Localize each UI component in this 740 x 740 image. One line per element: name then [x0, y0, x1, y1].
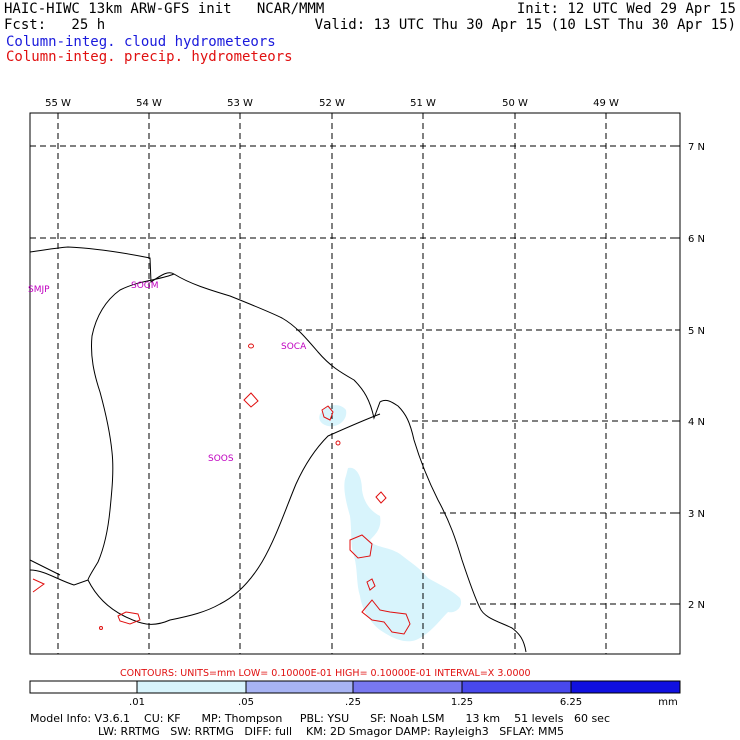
lat-label: 7 N: [688, 142, 705, 153]
colorbar-swatch: [246, 681, 353, 693]
latitude-gridlines: [30, 145, 680, 605]
colorbar-tick: .25: [345, 697, 361, 708]
lat-label: 5 N: [688, 326, 705, 337]
header-left-line1: HAIC-HIWC 13km ARW-GFS init NCAR/MMM: [4, 1, 325, 17]
colorbar-tick: 6.25: [560, 697, 582, 708]
contours-note: CONTOURS: UNITS=mm LOW= 0.10000E-01 HIGH…: [120, 668, 531, 679]
lat-label: 6 N: [688, 234, 705, 245]
station-label: SMJP: [28, 285, 50, 295]
station-label: SOOS: [208, 454, 234, 464]
colorbar-swatch: [30, 681, 137, 693]
lon-label: 55 W: [45, 98, 71, 109]
longitude-gridlines: [57, 113, 607, 654]
model-info-line1: Model Info: V3.6.1 CU: KF MP: Thompson P…: [30, 712, 610, 725]
precip-contours: [32, 343, 411, 635]
lat-label: 3 N: [688, 509, 705, 520]
frame-ticks: [57, 113, 680, 605]
colorbar-units: mm: [658, 697, 677, 708]
cloud-legend-label: Column-integ. cloud hydrometeors: [6, 34, 276, 50]
map-frame: [29, 112, 681, 655]
colorbar-tick: .01: [129, 697, 145, 708]
coastline: [29, 246, 527, 653]
station-label: SOGM: [131, 281, 159, 291]
colorbar-swatch: [353, 681, 462, 693]
station-label: SOCA: [281, 342, 307, 352]
lon-label: 52 W: [319, 98, 345, 109]
colorbar-tick: 1.25: [451, 697, 473, 708]
lon-label: 54 W: [136, 98, 162, 109]
lon-label: 50 W: [502, 98, 528, 109]
header-right-line1: Init: 12 UTC Wed 29 Apr 15: [516, 1, 736, 17]
colorbar-tick: .05: [238, 697, 254, 708]
colorbar-swatch: [462, 681, 571, 693]
lon-label: 53 W: [227, 98, 253, 109]
lon-label: 51 W: [410, 98, 436, 109]
colorbar-swatch: [571, 681, 680, 693]
colorbar: .01 .05 .25 1.25 6.25 mm: [29, 680, 681, 708]
header-right-line2: Valid: 13 UTC Thu 30 Apr 15 (10 LST Thu …: [314, 17, 736, 33]
colorbar-swatch: [137, 681, 246, 693]
model-info-line2: LW: RRTMG SW: RRTMG DIFF: full KM: 2D Sm…: [98, 725, 564, 738]
header-left-line2: Fcst: 25 h: [4, 17, 106, 33]
precip-legend-label: Column-integ. precip. hydrometeors: [6, 49, 293, 65]
lat-label: 2 N: [688, 600, 705, 611]
lat-label: 4 N: [688, 417, 705, 428]
cloud-hydrometeor-shading: [319, 405, 462, 642]
lon-label: 49 W: [593, 98, 619, 109]
